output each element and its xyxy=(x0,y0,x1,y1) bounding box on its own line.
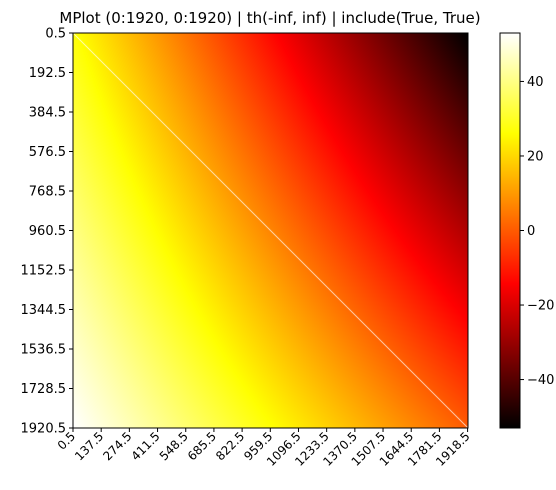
x-tick-label: 274.5 xyxy=(100,429,134,463)
y-axis: 0.5 192.5 384.5 576.5 768.5 960.5 1152.5 1344.5… xyxy=(21,27,73,437)
y-tick-label: 384.5 xyxy=(29,106,66,121)
colorbar-tick-label: −40 xyxy=(527,373,554,388)
y-tick-label: 0.5 xyxy=(45,27,66,42)
colorbar-tick-label: 0 xyxy=(527,224,535,239)
y-tick-label: 768.5 xyxy=(29,185,66,200)
y-tick-label: 1344.5 xyxy=(21,303,67,318)
y-tick-label: 1536.5 xyxy=(21,343,67,358)
y-tick-label: 1152.5 xyxy=(21,264,67,279)
y-tick-label: 960.5 xyxy=(29,224,66,239)
x-tick-label: 822.5 xyxy=(213,429,247,463)
colorbar: 40 20 0 −20 −40 xyxy=(499,32,554,429)
plot-area xyxy=(72,32,469,429)
x-tick-label: 685.5 xyxy=(185,429,219,463)
y-tick-label: 1920.5 xyxy=(21,422,67,437)
colorbar-tick-label: 40 xyxy=(527,75,544,90)
y-tick-label: 1728.5 xyxy=(21,382,67,397)
colorbar-tick-label: 20 xyxy=(527,149,544,164)
colorbar-gradient xyxy=(499,32,521,429)
colorbar-ticks: 40 20 0 −20 −40 xyxy=(520,75,554,388)
heatmap-image xyxy=(73,33,468,428)
chart-title: MPlot (0:1920, 0:1920) | th(-inf, inf) |… xyxy=(59,9,480,27)
x-tick-label: 137.5 xyxy=(72,429,106,463)
x-tick-label: 411.5 xyxy=(128,429,162,463)
colorbar-tick-label: −20 xyxy=(527,299,554,314)
x-axis: 0.5137.5274.5411.5548.5685.5822.5959.510… xyxy=(55,428,473,469)
x-tick-label: 548.5 xyxy=(157,429,191,463)
y-tick-label: 192.5 xyxy=(29,66,66,81)
y-tick-label: 576.5 xyxy=(29,145,66,160)
